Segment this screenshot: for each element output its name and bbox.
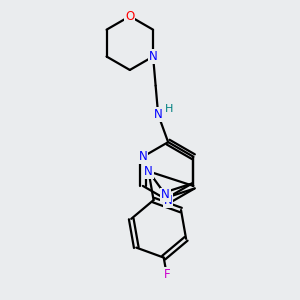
Text: H: H: [164, 104, 173, 114]
Text: N: N: [164, 194, 172, 207]
Text: F: F: [164, 268, 170, 281]
Text: O: O: [125, 10, 134, 23]
Text: N: N: [144, 165, 153, 178]
Text: N: N: [149, 50, 158, 63]
Text: N: N: [161, 188, 170, 201]
Text: N: N: [154, 108, 163, 121]
Text: N: N: [139, 150, 147, 163]
